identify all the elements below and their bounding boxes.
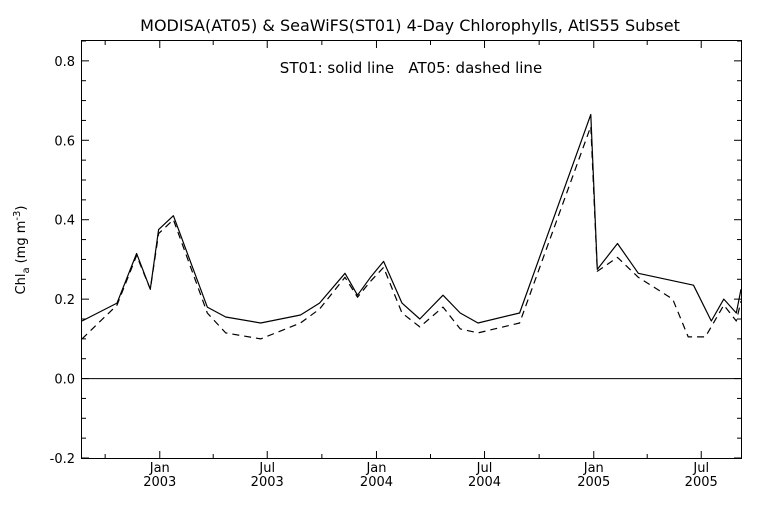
y-label-units: (mg m — [14, 221, 29, 264]
y-tick-label: 0.0 — [54, 373, 75, 388]
series-line-at05 — [81, 125, 742, 340]
x-tick-label-month: Jan — [149, 461, 170, 476]
x-tick-label-month: Jul — [692, 461, 709, 476]
y-label-main: Chl — [14, 274, 29, 295]
x-tick-label-year: 2003 — [143, 475, 176, 490]
x-tick-label-month: Jan — [365, 461, 386, 476]
y-label-sup: -3 — [12, 211, 23, 221]
x-tick-label-month: Jul — [258, 461, 275, 476]
plot-frame — [81, 40, 742, 459]
x-tick-label-month: Jan — [583, 461, 604, 476]
x-tick-label-year: 2004 — [360, 475, 393, 490]
legend-annotation: ST01: solid line AT05: dashed line — [280, 59, 542, 77]
x-tick-label-year: 2003 — [251, 475, 284, 490]
y-axis-label: Chla (mg m-3) — [12, 206, 32, 295]
x-tick-label-month: Jul — [476, 461, 493, 476]
chart-title: MODISA(AT05) & SeaWiFS(ST01) 4-Day Chlor… — [140, 16, 680, 35]
y-tick-label: -0.2 — [50, 452, 75, 467]
x-tick-label-year: 2005 — [685, 475, 718, 490]
series-line-st01 — [81, 113, 742, 324]
x-tick-label-year: 2005 — [577, 475, 610, 490]
x-axis: Jan2003Jul2003Jan2004Jul2004Jan2005Jul20… — [104, 41, 718, 490]
y-axis: -0.2 0.0 0.2 0.4 0.6 0.8 — [50, 40, 741, 467]
y-label-close: ) — [14, 206, 29, 211]
y-tick-label: 0.2 — [54, 293, 75, 308]
y-label-sub: a — [21, 267, 32, 273]
series-group — [81, 113, 742, 340]
y-tick-label: 0.8 — [54, 55, 75, 70]
y-tick-label: 0.6 — [54, 134, 75, 149]
x-tick-label-year: 2004 — [468, 475, 501, 490]
y-tick-label: 0.4 — [54, 214, 75, 229]
